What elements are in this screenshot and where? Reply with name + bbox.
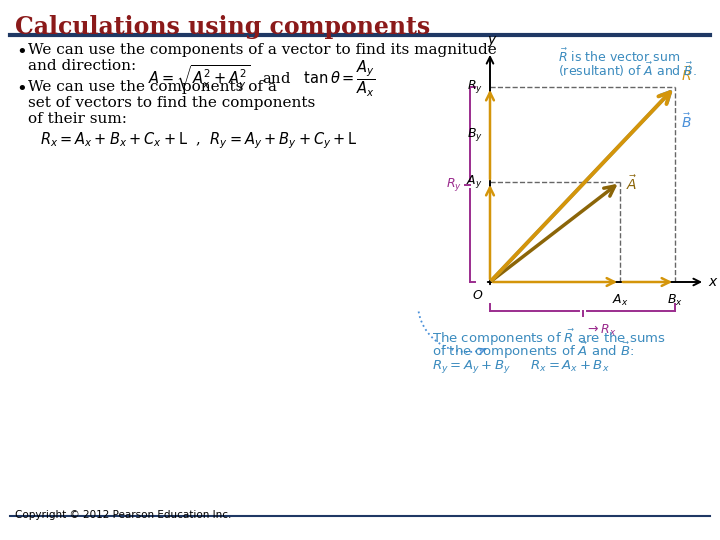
Text: The components of $\vec{R}$ are the sums: The components of $\vec{R}$ are the sums [432, 328, 666, 348]
Text: $O$: $O$ [472, 289, 483, 302]
Text: $\vec{R}$: $\vec{R}$ [681, 65, 693, 84]
Text: and direction:: and direction: [28, 59, 136, 73]
Text: $x$: $x$ [708, 275, 719, 289]
Text: We can use the components of a vector to find its magnitude: We can use the components of a vector to… [28, 43, 497, 57]
Text: $B_y$: $B_y$ [467, 126, 483, 143]
Text: set of vectors to find the components: set of vectors to find the components [28, 96, 315, 110]
Text: $y$: $y$ [487, 34, 498, 49]
Text: Copyright © 2012 Pearson Education Inc.: Copyright © 2012 Pearson Education Inc. [15, 510, 231, 520]
Text: $A_y$: $A_y$ [467, 173, 483, 191]
Text: •: • [16, 80, 27, 98]
Text: Calculations using components: Calculations using components [15, 15, 431, 39]
Text: We can use the components of a: We can use the components of a [28, 80, 277, 94]
Text: $A_x$: $A_x$ [612, 293, 629, 308]
Text: (resultant) of $\vec{A}$ and $\vec{B}$.: (resultant) of $\vec{A}$ and $\vec{B}$. [558, 61, 697, 79]
Text: $R_y = A_y + B_y$     $R_x = A_x + B_x$: $R_y = A_y + B_y$ $R_x = A_x + B_x$ [432, 358, 610, 375]
Text: $\vec{R}$ is the vector sum: $\vec{R}$ is the vector sum [558, 48, 680, 65]
Text: $\rightarrow R_x$: $\rightarrow R_x$ [585, 323, 616, 338]
Text: of their sum:: of their sum: [28, 112, 127, 126]
Text: of the components of $\vec{A}$ and $\vec{B}$:: of the components of $\vec{A}$ and $\vec… [432, 341, 634, 361]
Text: $A=\sqrt{A_x^2+A_y^2}$   and   $\tan\theta=\dfrac{A_y}{A_x}$: $A=\sqrt{A_x^2+A_y^2}$ and $\tan\theta=\… [148, 59, 375, 99]
Text: $\vec{B}$: $\vec{B}$ [681, 113, 692, 131]
Text: $\vec{A}$: $\vec{A}$ [626, 174, 637, 193]
Text: $R_x=A_x+B_x+C_x+\mathrm{L}$  ,  $R_y=A_y+B_y+C_y+\mathrm{L}$: $R_x=A_x+B_x+C_x+\mathrm{L}$ , $R_y=A_y+… [40, 130, 358, 151]
Text: $B_x$: $B_x$ [667, 293, 683, 308]
Text: •: • [16, 43, 27, 61]
Text: $R_y$: $R_y$ [446, 176, 462, 193]
Text: $R_y$: $R_y$ [467, 78, 483, 96]
